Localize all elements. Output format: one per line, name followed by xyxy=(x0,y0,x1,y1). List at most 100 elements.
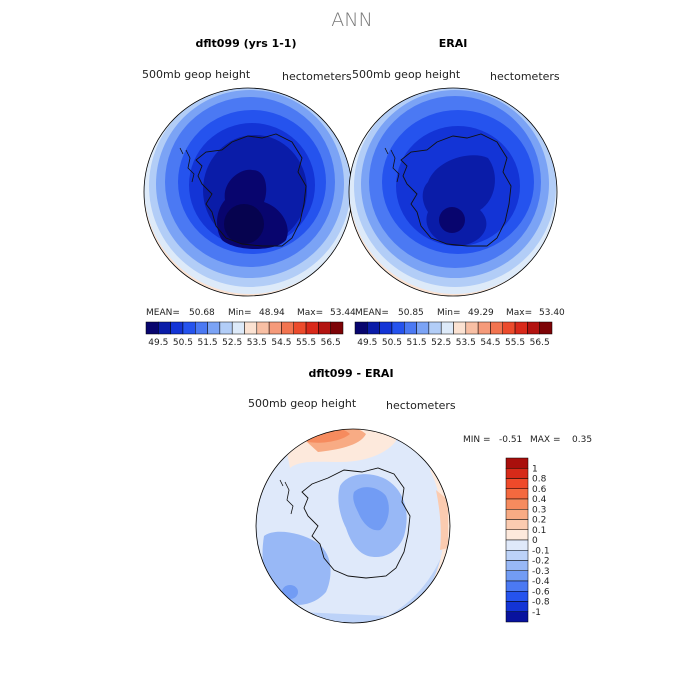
colorbar-tick-label: 0.8 xyxy=(532,475,547,485)
colorbar-swatch xyxy=(505,580,529,592)
colorbar-tick-label: -0.4 xyxy=(532,577,550,587)
colorbar-swatch xyxy=(281,321,294,335)
colorbar-tick-label: -0.8 xyxy=(532,598,550,608)
colorbar-tick-label: -0.1 xyxy=(532,546,550,556)
colorbar-swatch xyxy=(465,321,479,335)
colorbar-swatch xyxy=(505,601,529,612)
colorbar-swatch xyxy=(354,321,368,335)
min-value: -0.51 xyxy=(499,435,522,445)
colorbar-swatch xyxy=(505,478,529,489)
colorbar-swatch xyxy=(453,321,467,335)
colorbar-tick-label: 52.5 xyxy=(431,338,451,348)
colorbar-tick-label: 51.5 xyxy=(407,338,427,348)
min-label: Min= xyxy=(228,308,252,318)
variable-label: 500mb geop height xyxy=(248,397,357,410)
min-value: 48.94 xyxy=(259,308,285,318)
units-label: hectometers xyxy=(386,399,456,412)
antarctica-coastline xyxy=(400,133,512,247)
colorbar-difference: 10.80.60.40.30.20.10-0.1-0.2-0.3-0.4-0.6… xyxy=(505,457,550,623)
min-label: Min= xyxy=(437,308,461,318)
stats-line: MEAN= 50.85 Min= 49.29 Max= 53.40 xyxy=(355,308,565,318)
colorbar-swatch xyxy=(505,550,529,561)
colorbar-swatch xyxy=(428,321,442,335)
colorbar-swatch xyxy=(195,321,208,335)
colorbar-tick-label: 50.5 xyxy=(173,338,193,348)
units-label: hectometers xyxy=(490,70,560,83)
colorbar-swatch xyxy=(505,570,529,582)
colorbar-swatch xyxy=(514,321,528,335)
colorbar-swatch xyxy=(505,560,529,571)
colorbar-swatch xyxy=(502,321,516,335)
mean-value: 50.68 xyxy=(189,308,215,318)
colorbar-swatch xyxy=(330,321,344,335)
min-value: 49.29 xyxy=(468,308,494,318)
colorbar-swatch xyxy=(527,321,540,335)
colorbar-swatch xyxy=(158,321,171,335)
colorbar-swatch xyxy=(505,509,529,520)
colorbar-tick-label: 56.5 xyxy=(530,338,550,348)
colorbar-tick-label: 0.1 xyxy=(532,526,546,536)
mean-label: MEAN= xyxy=(146,308,180,318)
colorbar-swatch xyxy=(505,591,529,602)
colorbar-swatch xyxy=(416,321,430,335)
colorbar-tick-label: -0.3 xyxy=(532,567,550,577)
colorbar-swatch xyxy=(219,321,233,335)
colorbar-swatch xyxy=(505,539,529,551)
colorbar-tick-label: 55.5 xyxy=(505,338,525,348)
colorbar-tick-label: 51.5 xyxy=(198,338,218,348)
colorbar-tick-label: 54.5 xyxy=(480,338,500,348)
panel-erai: ERAI 500mb geop height hectometers MEAN=… xyxy=(348,37,565,348)
polar-map xyxy=(349,88,557,296)
stats-line: MEAN= 50.68 Min= 48.94 Max= 53.44 xyxy=(146,308,356,318)
colorbar-swatch xyxy=(145,321,159,335)
polar-map xyxy=(144,88,352,296)
mean-value: 50.85 xyxy=(398,308,424,318)
colorbar-swatch xyxy=(505,498,529,510)
colorbar-tick-label: 53.5 xyxy=(456,338,476,348)
colorbar-swatch xyxy=(207,321,221,335)
colorbar-tick-label: 56.5 xyxy=(321,338,341,348)
colorbar-swatch xyxy=(505,529,529,541)
colorbar-swatch xyxy=(305,321,319,335)
colorbar-swatch xyxy=(256,321,270,335)
colorbar-tick-label: 55.5 xyxy=(296,338,316,348)
colorbar-tick-label: 52.5 xyxy=(222,338,242,348)
map-boundary xyxy=(348,87,558,297)
min-max-line: MIN = -0.51 MAX = 0.35 xyxy=(463,435,592,445)
colorbar-swatch xyxy=(505,519,529,530)
max-value: 0.35 xyxy=(572,435,592,445)
max-value: 53.44 xyxy=(330,308,356,318)
map-boundary xyxy=(255,428,451,624)
colorbar-tick-label: 54.5 xyxy=(271,338,291,348)
antarctica-coastline xyxy=(301,467,411,579)
colorbar-model: 49.5 50.5 51.5 52.5 53.5 54.5 55.5 56.5 xyxy=(145,321,344,348)
colorbar-tick-label: 50.5 xyxy=(382,338,402,348)
mean-label: MEAN= xyxy=(355,308,389,318)
season-title: ANN xyxy=(331,9,372,31)
colorbar-swatch xyxy=(318,321,331,335)
colorbar-swatch xyxy=(391,321,405,335)
colorbar-swatch xyxy=(379,321,393,335)
colorbar-tick-label: 0.4 xyxy=(532,495,547,505)
colorbar-swatch xyxy=(505,611,529,623)
variable-label: 500mb geop height xyxy=(142,68,251,81)
colorbar-tick-label: -0.6 xyxy=(532,587,550,597)
colorbar-swatch xyxy=(268,321,282,335)
colorbar-swatch xyxy=(490,321,503,335)
colorbar-tick-label: 0.2 xyxy=(532,516,546,526)
colorbar-swatch xyxy=(505,468,529,479)
colorbar-erai: 49.5 50.5 51.5 52.5 53.5 54.5 55.5 56.5 xyxy=(354,321,553,348)
colorbar-tick-label: 49.5 xyxy=(357,338,377,348)
colorbar-swatch xyxy=(505,457,529,469)
colorbar-tick-label: 0.3 xyxy=(532,505,546,515)
panel-model: dflt099 (yrs 1-1) 500mb geop height hect… xyxy=(142,37,356,348)
colorbar-swatch xyxy=(539,321,553,335)
colorbar-tick-label: 1 xyxy=(532,464,538,474)
colorbar-swatch xyxy=(182,321,196,335)
colorbar-tick-label: -1 xyxy=(532,608,541,618)
polar-map xyxy=(256,429,450,623)
max-label: Max= xyxy=(506,308,532,318)
panel-title: dflt099 - ERAI xyxy=(308,367,393,380)
min-label: MIN = xyxy=(463,435,491,445)
antarctica-coastline xyxy=(195,133,307,247)
